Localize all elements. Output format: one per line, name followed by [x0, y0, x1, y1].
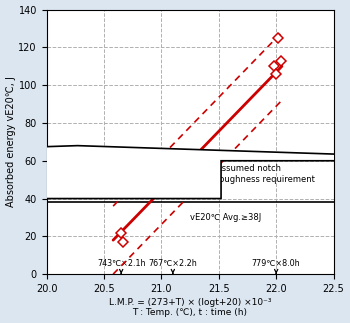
Text: 767℃×2.2h: 767℃×2.2h [148, 259, 197, 274]
X-axis label: L.M.P. = (273+T) × (logt+20) ×10⁻³
T : Temp. (℃), t : time (h): L.M.P. = (273+T) × (logt+20) ×10⁻³ T : T… [109, 298, 271, 318]
FancyArrow shape [0, 146, 350, 199]
Text: 779℃×8.0h: 779℃×8.0h [252, 259, 301, 274]
Y-axis label: Absorbed energy vE20℃, J: Absorbed energy vE20℃, J [6, 77, 15, 207]
Text: Assumed notch
toughness requirement: Assumed notch toughness requirement [216, 164, 315, 184]
Text: vE20℃ Avg.≥38J: vE20℃ Avg.≥38J [190, 213, 261, 222]
Text: 743℃×2.1h: 743℃×2.1h [97, 259, 146, 274]
